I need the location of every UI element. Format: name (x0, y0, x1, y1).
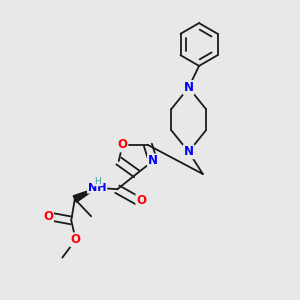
Text: N: N (148, 154, 158, 167)
Text: O: O (71, 233, 81, 246)
Text: N: N (184, 81, 194, 94)
Text: N: N (184, 145, 194, 158)
Text: H: H (94, 177, 101, 186)
Text: NH: NH (88, 183, 106, 193)
Text: O: O (43, 210, 53, 224)
Polygon shape (73, 188, 97, 202)
Text: O: O (136, 194, 146, 207)
Text: O: O (117, 138, 128, 152)
